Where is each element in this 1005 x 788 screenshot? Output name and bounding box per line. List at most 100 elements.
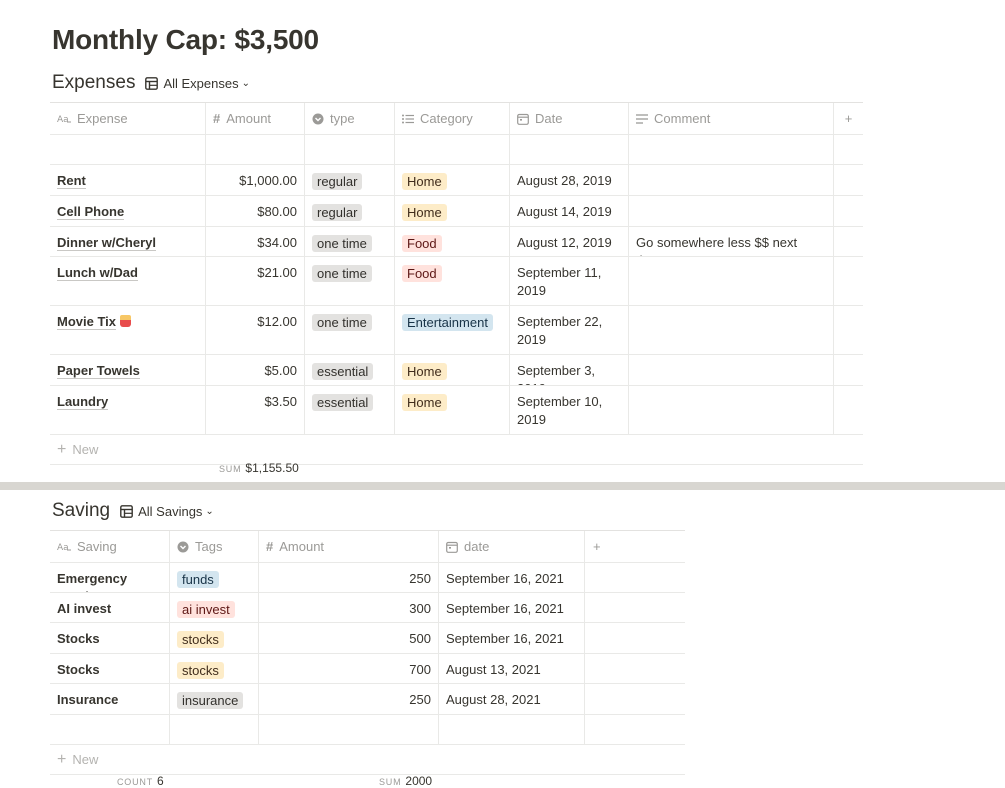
expenses-table: Aa Expense # Amount type Category Date C… — [50, 102, 863, 465]
expense-date: September 11, 2019 — [510, 257, 629, 305]
expense-amount: $1,000.00 — [206, 165, 305, 195]
saving-amount: 700 — [259, 654, 439, 683]
table-row[interactable] — [50, 715, 685, 745]
number-property-icon: # — [266, 538, 274, 554]
multi-select-property-icon — [402, 114, 414, 123]
table-row[interactable]: Dinner w/Cheryl $34.00 one time Food Aug… — [50, 227, 863, 257]
type-tag: essential — [312, 394, 374, 411]
saving-name[interactable]: Stocks — [50, 623, 170, 653]
expense-amount: $3.50 — [206, 386, 305, 434]
table-row[interactable]: AI invest ai invest 300 September 16, 20… — [50, 593, 685, 623]
expense-comment — [629, 386, 834, 434]
table-row[interactable]: Laundry $3.50 essential Home September 1… — [50, 386, 863, 435]
expense-date: September 10, 2019 — [510, 386, 629, 434]
expense-name[interactable]: Dinner w/Cheryl — [50, 227, 206, 256]
expense-date: August 12, 2019 — [510, 227, 629, 256]
col-expense[interactable]: Aa Expense — [50, 103, 206, 134]
calendar-icon — [446, 541, 458, 553]
type-tag: regular — [312, 173, 363, 190]
type-tag: one time — [312, 314, 372, 331]
expenses-sum[interactable]: SUM $1,155.50 — [219, 461, 299, 475]
expense-date: August 28, 2019 — [510, 165, 629, 195]
col-saving[interactable]: Aa Saving — [50, 531, 170, 562]
saving-amount: 250 — [259, 684, 439, 714]
col-tags[interactable]: Tags — [170, 531, 259, 562]
select-property-icon — [177, 541, 189, 552]
saving-date: September 16, 2021 — [439, 623, 585, 653]
savings-title[interactable]: Saving — [52, 500, 111, 521]
expense-name[interactable]: Lunch w/Dad — [50, 257, 206, 305]
expense-amount: $21.00 — [206, 257, 305, 305]
expense-name[interactable]: Paper Towels — [50, 355, 206, 385]
saving-amount: 250 — [259, 563, 439, 592]
saving-name[interactable]: Insurance — [50, 684, 170, 714]
category-tag: Home — [402, 173, 447, 190]
category-tag: Entertainment — [402, 314, 493, 331]
expense-name[interactable]: Movie Tix — [50, 306, 206, 354]
savings-tag: insurance — [177, 692, 244, 709]
new-row-label: New — [72, 752, 99, 767]
table-row[interactable] — [50, 135, 863, 165]
saving-amount: 300 — [259, 593, 439, 622]
add-property-button[interactable]: + — [585, 531, 685, 562]
saving-name[interactable]: Stocks — [50, 654, 170, 683]
col-savings-date[interactable]: date — [439, 531, 585, 562]
expense-date: August 14, 2019 — [510, 196, 629, 226]
expenses-view-label: All Expenses — [163, 75, 239, 91]
table-row[interactable]: Stocks stocks 500 September 16, 2021 — [50, 623, 685, 654]
col-savings-amount[interactable]: # Amount — [259, 531, 439, 562]
table-row[interactable]: Emergency Funds funds 250 September 16, … — [50, 563, 685, 593]
popcorn-icon — [120, 315, 132, 327]
saving-date: September 16, 2021 — [439, 593, 585, 622]
savings-tag: stocks — [177, 631, 224, 648]
expense-amount: $34.00 — [206, 227, 305, 256]
plus-icon: + — [593, 538, 601, 554]
saving-name[interactable]: AI invest — [50, 593, 170, 622]
expense-name[interactable]: Rent — [50, 165, 206, 195]
savings-tag: stocks — [177, 662, 224, 679]
savings-tag: ai invest — [177, 601, 235, 618]
table-row[interactable]: Movie Tix $12.00 one time Entertainment … — [50, 306, 863, 355]
expense-name[interactable]: Cell Phone — [50, 196, 206, 226]
plus-icon: + — [57, 750, 67, 768]
table-row[interactable]: Lunch w/Dad $21.00 one time Food Septemb… — [50, 257, 863, 306]
table-row[interactable]: Insurance insurance 250 August 28, 2021 — [50, 684, 685, 715]
category-tag: Food — [402, 265, 442, 282]
add-property-button[interactable]: + — [834, 103, 863, 134]
table-row[interactable]: Stocks stocks 700 August 13, 2021 — [50, 654, 685, 684]
new-row[interactable]: + New — [50, 745, 685, 775]
table-row[interactable]: Rent $1,000.00 regular Home August 28, 2… — [50, 165, 863, 196]
expenses-header-row: Aa Expense # Amount type Category Date C… — [50, 103, 863, 135]
expenses-header: Expenses All Expenses ⌄ — [52, 71, 250, 95]
category-tag: Food — [402, 235, 442, 252]
expenses-title[interactable]: Expenses — [52, 72, 136, 93]
col-date[interactable]: Date — [510, 103, 629, 134]
type-tag: regular — [312, 204, 363, 221]
text-lines-icon — [636, 113, 648, 124]
savings-view-switch[interactable]: All Savings ⌄ — [120, 504, 214, 519]
saving-date: September 16, 2021 — [439, 563, 585, 592]
type-tag: one time — [312, 235, 372, 252]
expense-amount: $5.00 — [206, 355, 305, 385]
table-row[interactable]: Paper Towels $5.00 essential Home Septem… — [50, 355, 863, 386]
savings-count[interactable]: COUNT 6 — [117, 774, 164, 788]
saving-name[interactable]: Emergency Funds — [50, 563, 170, 592]
category-tag: Home — [402, 363, 447, 380]
savings-sum[interactable]: SUM 2000 — [379, 774, 433, 788]
new-row[interactable]: + New — [50, 435, 863, 465]
col-comment[interactable]: Comment — [629, 103, 834, 134]
category-tag: Home — [402, 204, 447, 221]
expenses-view-switch[interactable]: All Expenses ⌄ — [145, 76, 250, 91]
col-type[interactable]: type — [305, 103, 395, 134]
col-category[interactable]: Category — [395, 103, 510, 134]
savings-header-row: Aa Saving Tags # Amount date + — [50, 531, 685, 563]
expense-comment: Go somewhere less $$ next time! — [629, 227, 834, 256]
table-icon — [120, 504, 134, 518]
expense-name[interactable]: Laundry — [50, 386, 206, 434]
svg-text:Aa: Aa — [57, 543, 69, 552]
type-tag: one time — [312, 265, 372, 282]
expense-comment — [629, 196, 834, 226]
table-icon — [145, 76, 159, 90]
col-amount[interactable]: # Amount — [206, 103, 305, 134]
table-row[interactable]: Cell Phone $80.00 regular Home August 14… — [50, 196, 863, 227]
